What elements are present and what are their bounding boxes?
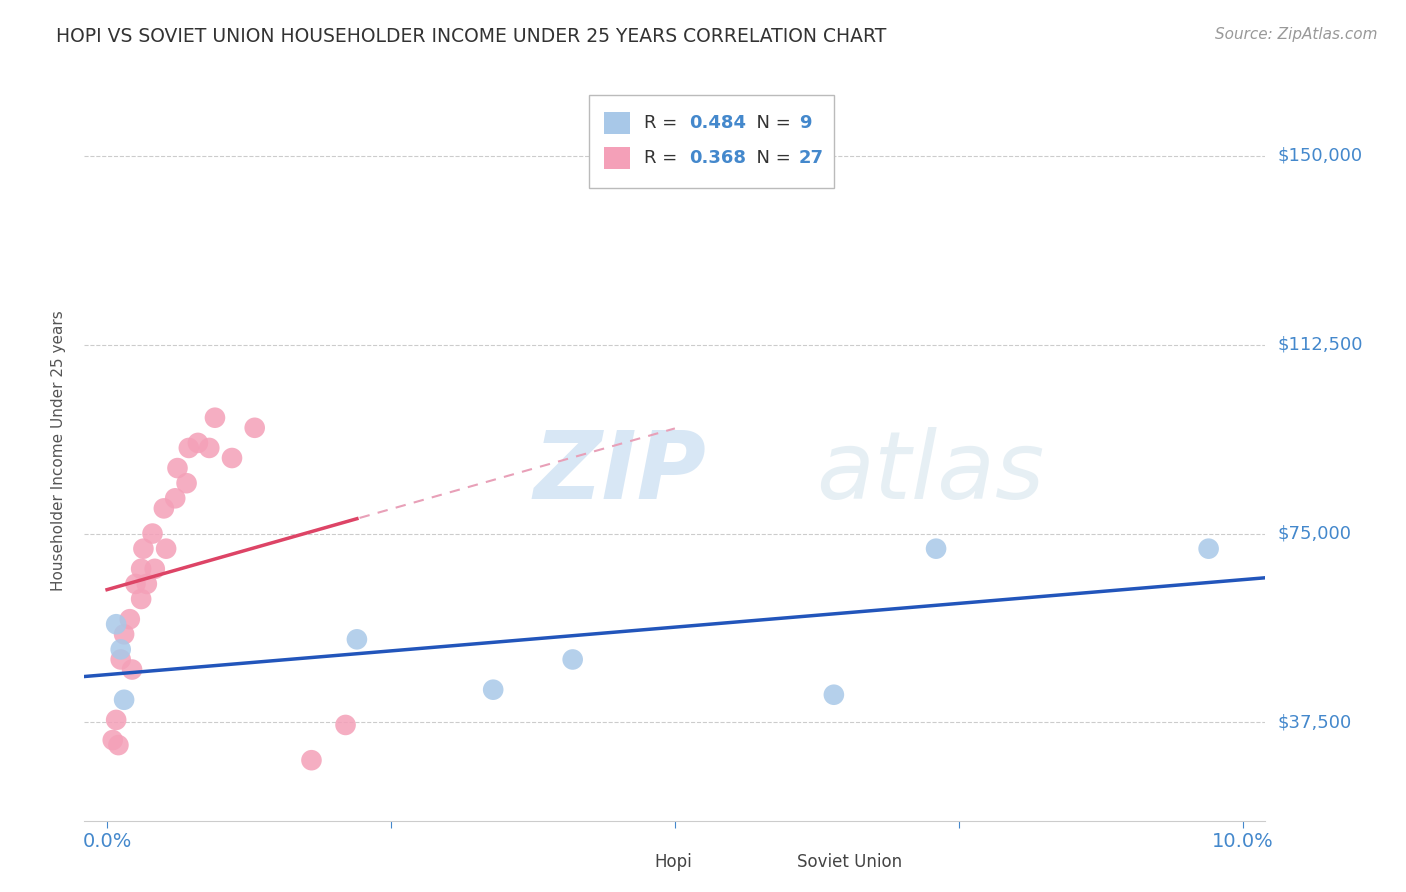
Text: 0.368: 0.368 xyxy=(689,149,747,167)
Point xyxy=(124,577,146,591)
Point xyxy=(143,562,166,576)
Point xyxy=(155,541,177,556)
Point xyxy=(121,663,143,677)
Point xyxy=(153,501,176,516)
Point xyxy=(301,753,323,767)
Text: 0.484: 0.484 xyxy=(689,114,747,132)
Text: ZIP: ZIP xyxy=(533,426,706,518)
Point xyxy=(925,541,948,556)
Point xyxy=(110,652,132,666)
Point xyxy=(105,713,128,727)
Text: atlas: atlas xyxy=(817,427,1045,518)
Point xyxy=(101,733,124,747)
Point xyxy=(346,632,368,647)
FancyBboxPatch shape xyxy=(605,147,630,169)
Text: $112,500: $112,500 xyxy=(1277,335,1362,354)
Point xyxy=(129,562,152,576)
Text: R =: R = xyxy=(644,149,683,167)
Point xyxy=(221,450,243,465)
Text: $37,500: $37,500 xyxy=(1277,714,1351,731)
Point xyxy=(141,526,163,541)
Text: HOPI VS SOVIET UNION HOUSEHOLDER INCOME UNDER 25 YEARS CORRELATION CHART: HOPI VS SOVIET UNION HOUSEHOLDER INCOME … xyxy=(56,27,887,45)
Text: Hopi: Hopi xyxy=(655,853,693,871)
Text: $150,000: $150,000 xyxy=(1277,147,1362,165)
Point xyxy=(177,441,200,455)
Point xyxy=(204,410,226,425)
Point xyxy=(118,612,141,626)
FancyBboxPatch shape xyxy=(589,95,834,187)
Point xyxy=(135,577,157,591)
Point xyxy=(176,476,198,491)
FancyBboxPatch shape xyxy=(605,112,630,135)
Point xyxy=(198,441,221,455)
Text: 9: 9 xyxy=(799,114,811,132)
Point xyxy=(243,421,266,435)
FancyBboxPatch shape xyxy=(621,854,648,871)
Text: R =: R = xyxy=(644,114,683,132)
Point xyxy=(482,682,505,697)
Text: N =: N = xyxy=(745,114,796,132)
Point xyxy=(112,627,135,641)
Point xyxy=(105,617,128,632)
Text: Source: ZipAtlas.com: Source: ZipAtlas.com xyxy=(1215,27,1378,42)
Point xyxy=(823,688,845,702)
Point xyxy=(132,541,155,556)
Point xyxy=(1198,541,1220,556)
Text: N =: N = xyxy=(745,149,796,167)
Point xyxy=(110,642,132,657)
Point xyxy=(187,436,209,450)
Point xyxy=(166,461,188,475)
Y-axis label: Householder Income Under 25 years: Householder Income Under 25 years xyxy=(51,310,66,591)
Text: $75,000: $75,000 xyxy=(1277,524,1351,542)
Text: 27: 27 xyxy=(799,149,824,167)
Point xyxy=(107,738,129,752)
Point xyxy=(129,592,152,607)
Text: Soviet Union: Soviet Union xyxy=(797,853,901,871)
Point xyxy=(112,692,135,706)
Point xyxy=(561,652,583,666)
Point xyxy=(335,718,357,732)
Point xyxy=(165,491,187,506)
FancyBboxPatch shape xyxy=(763,854,789,871)
